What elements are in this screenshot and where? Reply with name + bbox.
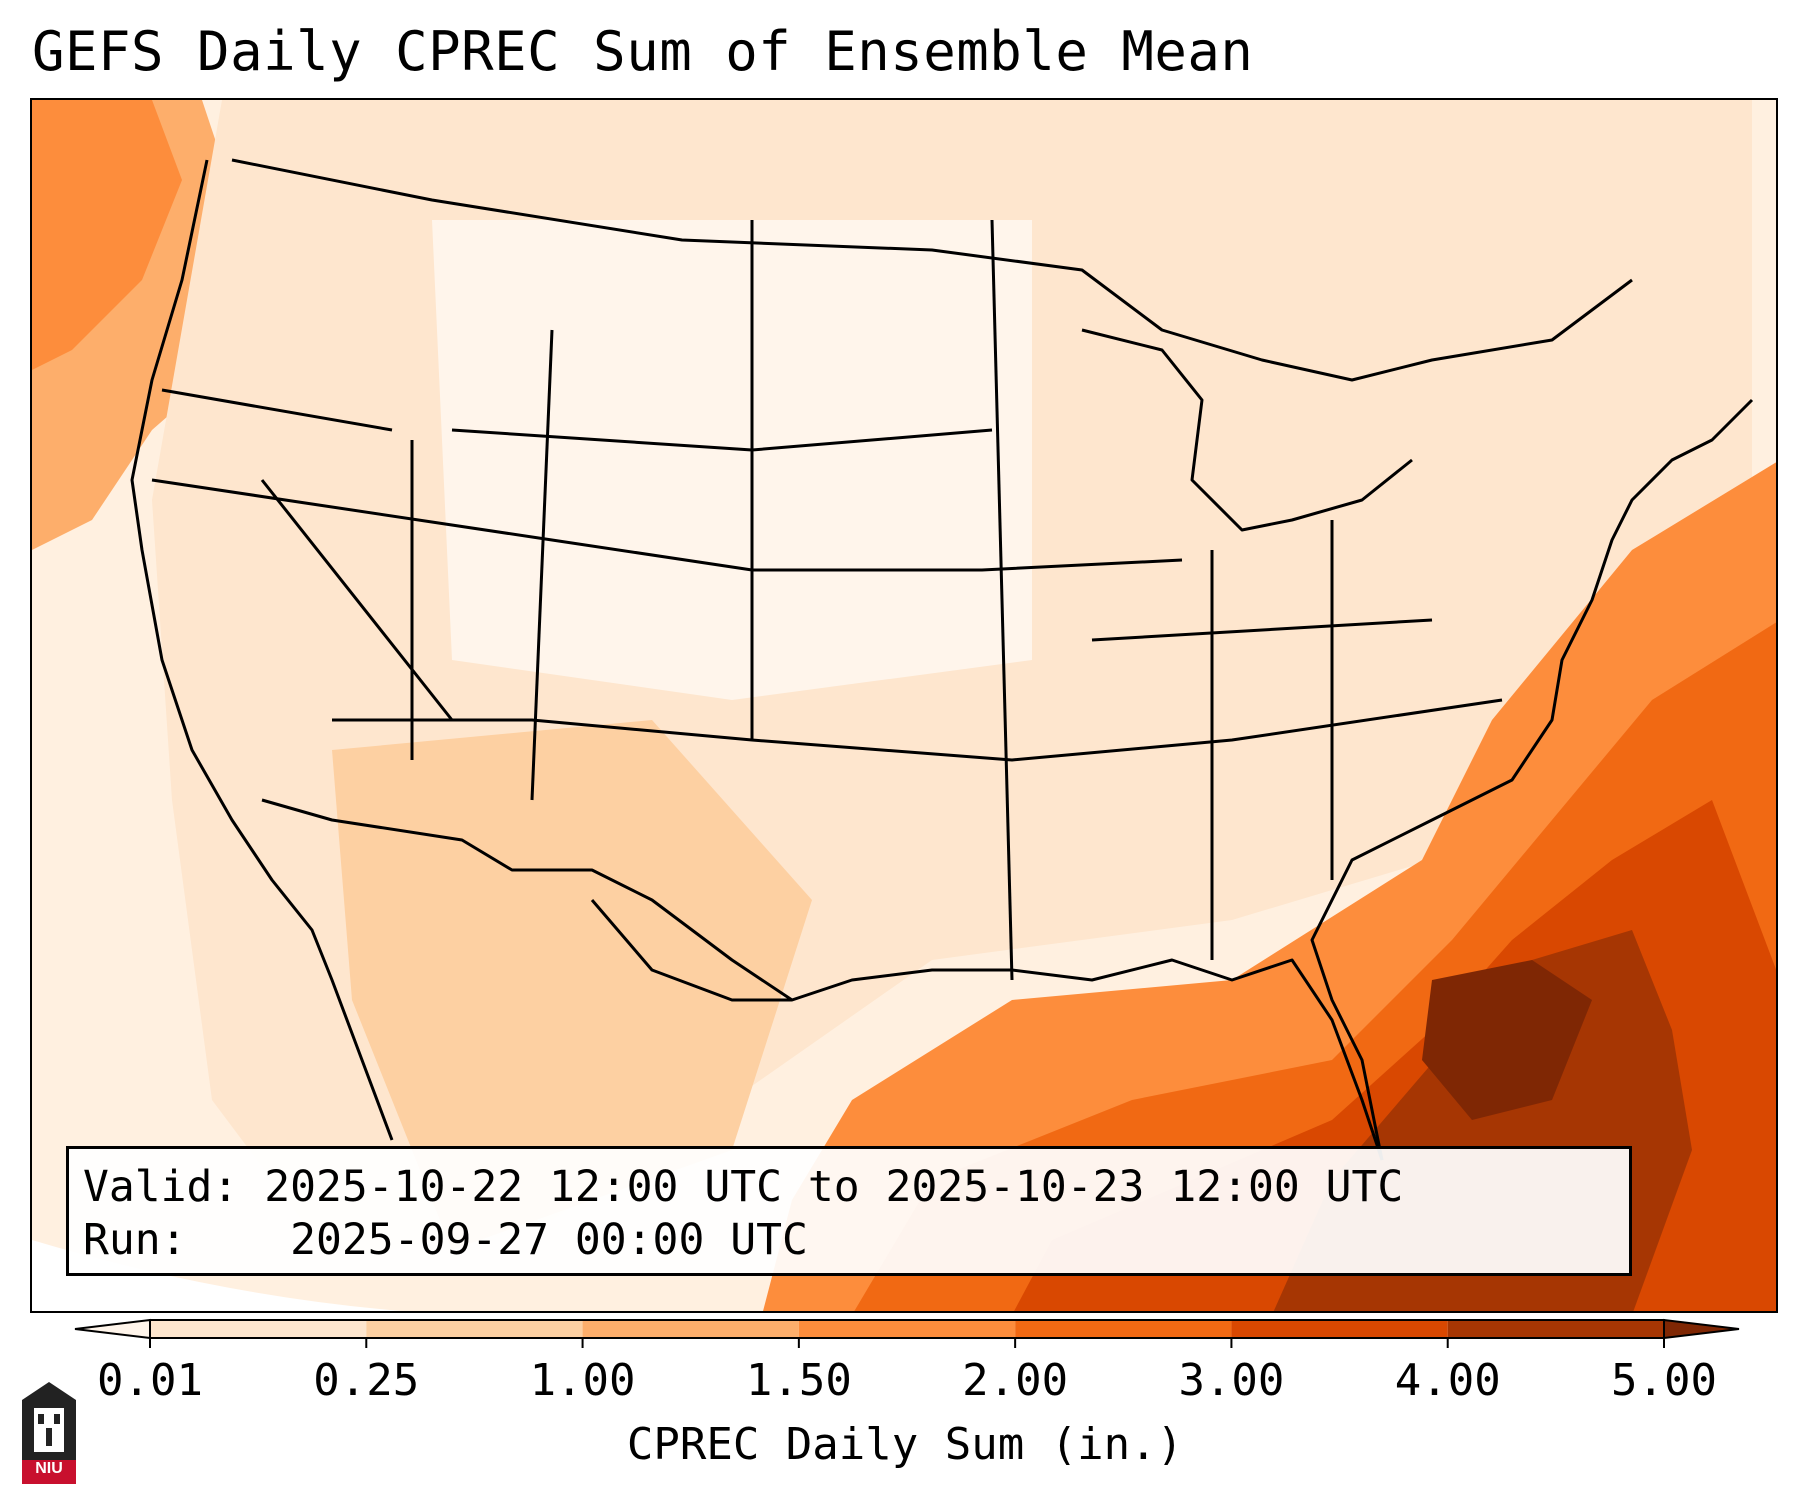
university-logo-icon: NIU [20,1380,78,1484]
state-line-1 [161,388,393,432]
state-line-6 [530,329,554,801]
colorbar-segment [582,1320,799,1338]
east-coastline [1310,398,1754,1161]
colorbar-label: CPREC Daily Sum (in.) [626,1419,1184,1470]
colorbar-tick-label: 2.00 [962,1355,1069,1406]
colorbar-segment [1231,1320,1448,1338]
state-line-11 [260,479,454,721]
us-canada-border [231,158,1633,382]
colorbar-segment [1015,1320,1232,1338]
precip-land-lighter [432,220,1032,700]
state-line-7 [990,219,1014,981]
valid-run-info-box: Valid: 2025-10-22 12:00 UTC to 2025-10-2… [66,1146,1632,1276]
boundary-lines [130,158,1754,1161]
us-mexico-border [261,798,793,1002]
valid-label: Valid: [83,1162,239,1212]
colorbar-tick-label: 1.50 [745,1355,852,1406]
valid-value: 2025-10-22 12:00 UTC to 2025-10-23 12:00… [264,1162,1404,1212]
colorbar-tick-label: 4.00 [1394,1355,1501,1406]
state-line-12 [1091,618,1433,642]
colorbar [74,1318,1740,1348]
run-line: Run: 2025-09-27 00:00 UTC [83,1214,1615,1267]
colorbar-segment [1447,1320,1664,1338]
run-value: 2025-09-27 00:00 UTC [290,1215,808,1265]
colorbar-segments [74,1318,1740,1340]
precip-pacific-nw-core [32,100,182,370]
colorbar-segment [798,1320,1016,1338]
colorbar-tick-label: 5.00 [1611,1355,1717,1406]
precip-southwest [332,720,812,1250]
colorbar-ticks [149,1338,1665,1348]
colorbar-extend-max [1663,1318,1740,1340]
great-lakes [1081,328,1413,532]
colorbar-segment [366,1320,583,1338]
west-coastline [130,159,394,1141]
run-label: Run: [83,1215,187,1265]
state-line-4 [332,698,1503,762]
gulf-coastline [590,899,1384,1161]
valid-line: Valid: 2025-10-22 12:00 UTC to 2025-10-2… [83,1161,1615,1214]
precip-bahamas-max [1422,960,1592,1120]
map-panel [30,98,1778,1313]
projection-outside-left [32,1240,402,1311]
chart-title: GEFS Daily CPREC Sum of Ensemble Mean [32,20,1254,83]
colorbar-tick-label: 3.00 [1178,1355,1285,1406]
colorbar-tick-label: 0.01 [97,1355,203,1406]
colorbar-tick-label: 1.00 [529,1355,636,1406]
logo-text: NIU [35,1460,63,1477]
colorbar-tick-label: 0.25 [313,1355,420,1406]
colorbar-segment [150,1320,367,1338]
colorbar-extend-min [74,1318,151,1340]
colorbar-outline [149,1319,1665,1339]
